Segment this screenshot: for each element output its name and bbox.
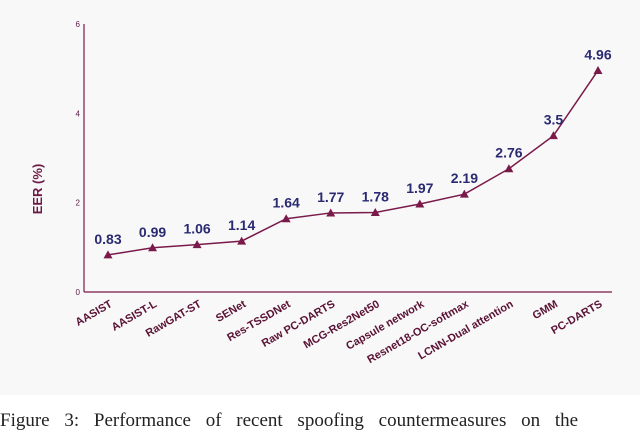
category-label: MCG-Res2Net50: [302, 298, 382, 351]
category-label: SENet: [214, 298, 248, 325]
data-label: 2.76: [495, 145, 522, 161]
data-point: [593, 65, 603, 74]
data-label: 0.99: [139, 224, 166, 240]
data-label: 1.14: [228, 217, 255, 233]
data-labels: 0.83 0.99 1.06 1.14 1.64 1.77 1.78 1.97 2.19 2.76…: [94, 46, 611, 246]
data-point: [281, 214, 291, 223]
data-label: 1.77: [317, 189, 344, 205]
data-label: 4.96: [584, 46, 611, 62]
data-point: [103, 250, 113, 259]
data-label: 1.64: [273, 195, 300, 211]
data-point: [504, 164, 514, 173]
data-point: [148, 243, 158, 252]
axes: [83, 24, 612, 293]
y-tick-label: 6: [76, 20, 81, 29]
y-tick-label: 4: [76, 109, 81, 118]
data-label: 1.78: [362, 188, 389, 204]
category-label: PC-DARTS: [549, 298, 604, 337]
data-point: [370, 207, 380, 216]
y-axis-label: EER (%): [30, 164, 45, 215]
series: [103, 65, 603, 259]
y-ticks: 0 2 4 6: [76, 20, 81, 297]
data-point: [237, 236, 247, 245]
figure-panel: 0 2 4 6 EER (%) AASIST AASIST-L RawGAT-ST SENe…: [30, 20, 612, 367]
category-label: GMM: [531, 298, 560, 322]
data-label: 1.97: [406, 180, 433, 196]
data-point: [192, 240, 202, 249]
category-label: AASIST: [74, 298, 115, 329]
data-point: [326, 208, 336, 217]
y-tick-label: 0: [76, 288, 81, 297]
data-label: 0.83: [94, 231, 121, 247]
y-tick-label: 2: [76, 199, 81, 208]
series-line: [107, 70, 599, 256]
data-point: [415, 199, 425, 208]
data-label: 3.5: [544, 112, 564, 128]
data-label: 2.19: [451, 170, 478, 186]
data-point: [459, 189, 469, 198]
data-label: 1.06: [183, 221, 210, 237]
figure-caption: Figure 3: Performance of recent spoofing…: [0, 410, 579, 431]
data-point: [548, 131, 558, 140]
